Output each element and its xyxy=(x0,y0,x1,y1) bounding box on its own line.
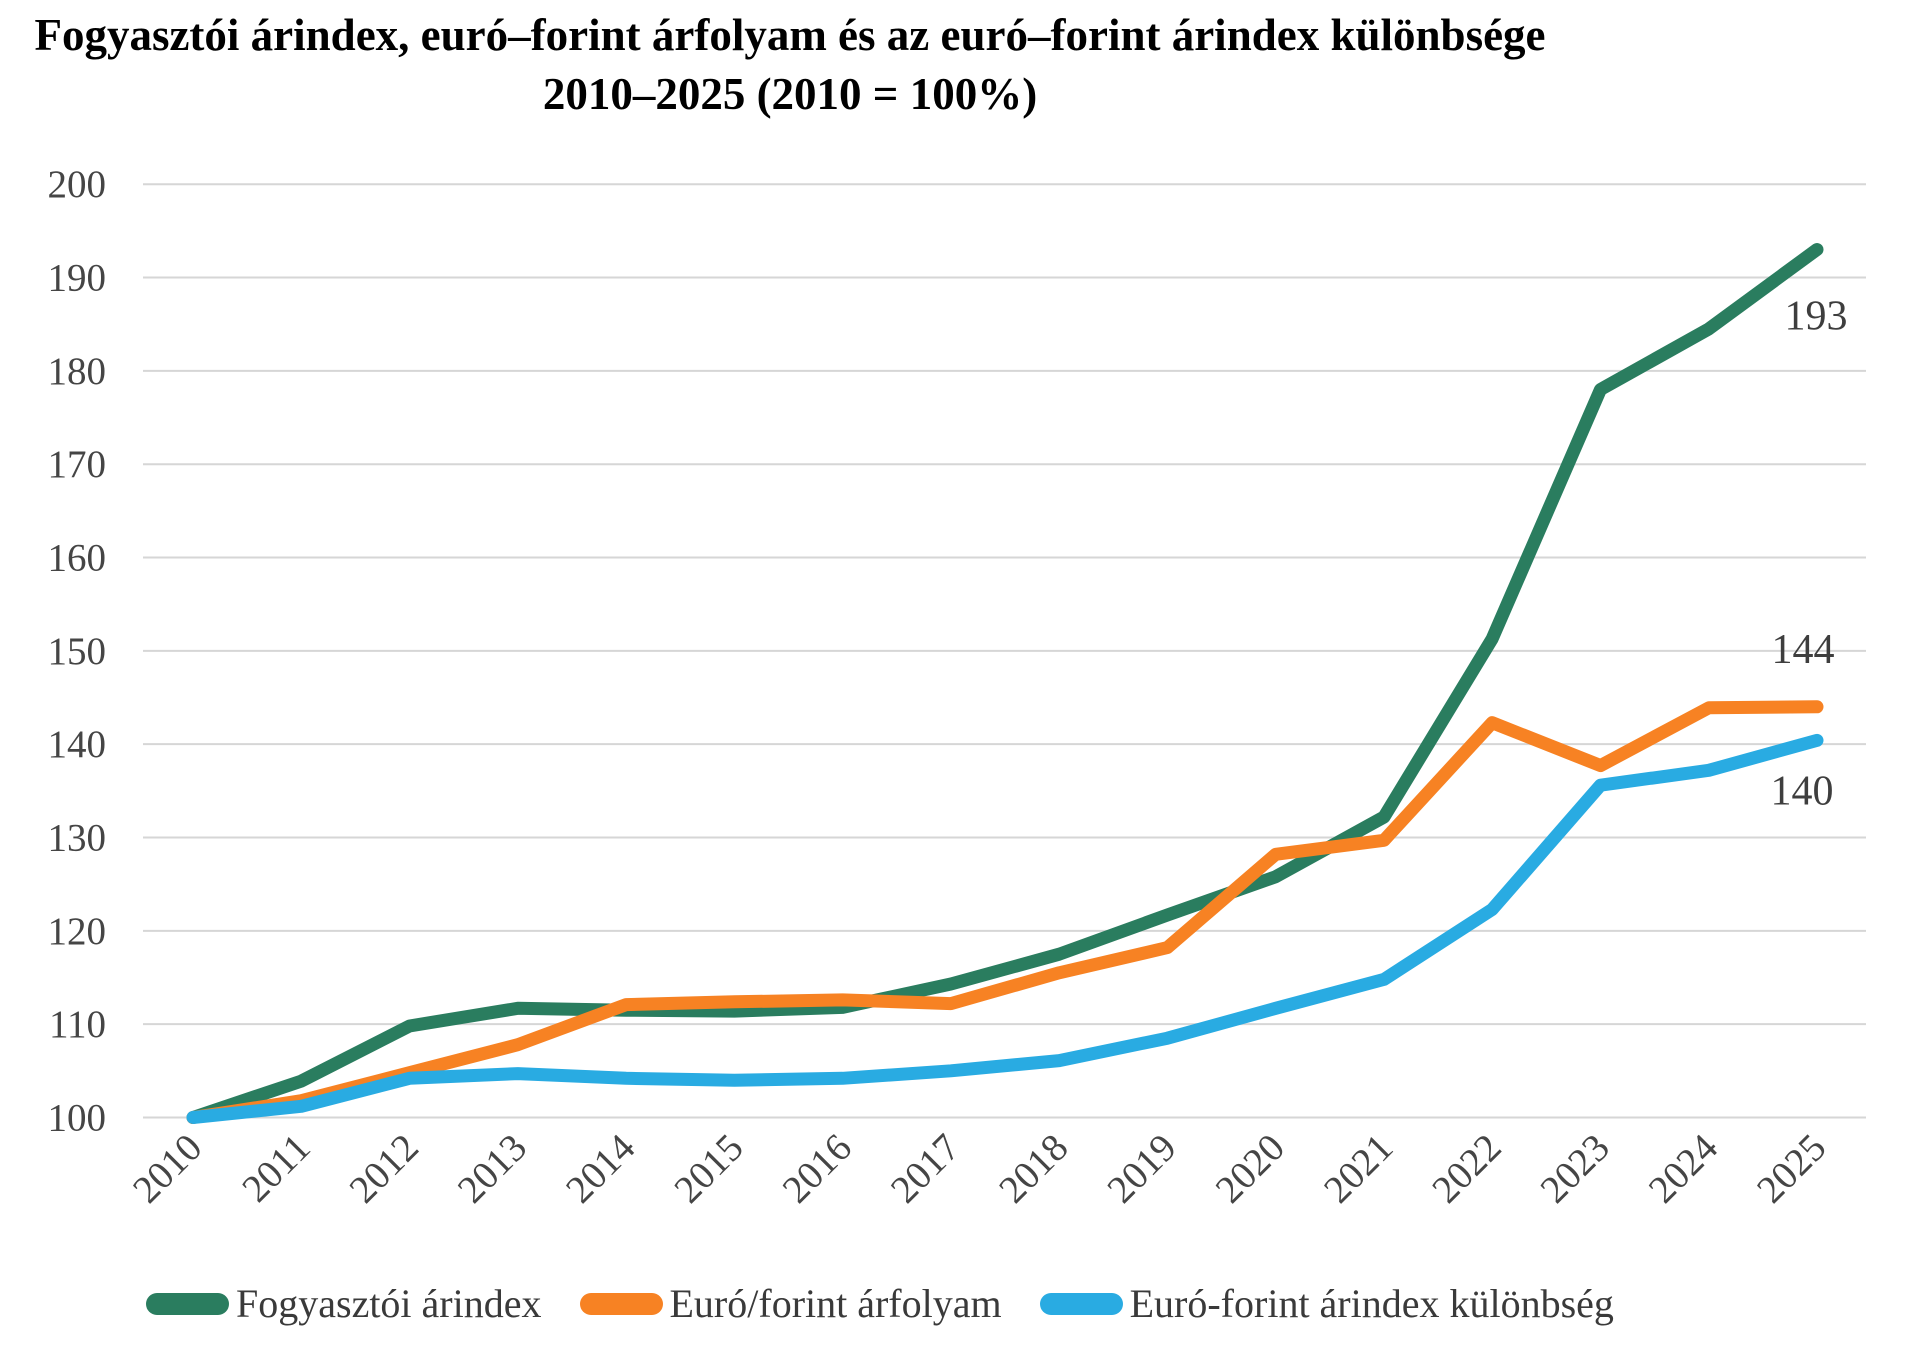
legend: Fogyasztói árindex Euró/forint árfolyam … xyxy=(146,1280,1614,1328)
chart-title-line1: Fogyasztói árindex, euró–forint árfolyam… xyxy=(34,10,1546,60)
x-tick-label-2024: 2024 xyxy=(1641,1126,1727,1212)
legend-swatch-orange xyxy=(579,1293,663,1315)
legend-label: Fogyasztói árindex xyxy=(236,1281,542,1326)
y-tick-label-150: 150 xyxy=(48,630,107,673)
series-line-2 xyxy=(186,733,1824,1124)
y-tick-label-180: 180 xyxy=(48,350,107,393)
series-end-label-0: 193 xyxy=(1785,294,1848,340)
legend-label: Euró-forint árindex különbség xyxy=(1129,1281,1614,1326)
x-tick-label-2011: 2011 xyxy=(234,1126,319,1211)
legend-label: Euró/forint árfolyam xyxy=(669,1281,1002,1326)
y-tick-label-200: 200 xyxy=(48,163,107,206)
chart-title: Fogyasztói árindex, euró–forint árfolyam… xyxy=(0,6,1580,124)
x-tick-label-2016: 2016 xyxy=(774,1126,860,1212)
x-tick-label-2021: 2021 xyxy=(1316,1126,1402,1212)
x-tick-label-2020: 2020 xyxy=(1208,1126,1294,1212)
y-tick-label-170: 170 xyxy=(48,443,107,486)
legend-item-euro-forint-arindex-kulonbseg: Euró-forint árindex különbség xyxy=(1039,1280,1614,1328)
x-tick-label-2012: 2012 xyxy=(341,1126,427,1212)
x-tick-label-2014: 2014 xyxy=(558,1126,644,1212)
x-tick-label-2015: 2015 xyxy=(666,1126,752,1212)
y-tick-label-110: 110 xyxy=(49,1003,106,1046)
legend-item-fogyasztoi-arindex: Fogyasztói árindex xyxy=(146,1280,542,1328)
x-tick-label-2022: 2022 xyxy=(1424,1126,1510,1212)
x-tick-label-2010: 2010 xyxy=(125,1126,211,1212)
series-line-0 xyxy=(186,243,1824,1124)
legend-swatch-blue xyxy=(1039,1293,1123,1315)
y-tick-label-130: 130 xyxy=(48,817,107,860)
chart-title-line2: 2010–2025 (2010 = 100%) xyxy=(542,69,1038,119)
x-tick-label-2019: 2019 xyxy=(1099,1126,1185,1212)
series-line-1 xyxy=(186,700,1824,1124)
y-tick-label-100: 100 xyxy=(48,1097,107,1140)
legend-swatch-green xyxy=(146,1293,229,1315)
x-tick-label-2017: 2017 xyxy=(883,1126,969,1212)
y-tick-label-190: 190 xyxy=(48,257,107,300)
legend-item-euro-forint-arfolyam: Euró/forint árfolyam xyxy=(579,1280,1002,1328)
x-tick-label-2013: 2013 xyxy=(450,1126,536,1212)
x-tick-label-2018: 2018 xyxy=(991,1126,1077,1212)
series-end-label-2: 140 xyxy=(1771,768,1834,814)
y-tick-label-140: 140 xyxy=(48,723,107,766)
x-tick-label-2025: 2025 xyxy=(1749,1126,1835,1212)
x-tick-label-2023: 2023 xyxy=(1532,1126,1618,1212)
y-tick-label-160: 160 xyxy=(48,537,107,580)
y-tick-label-120: 120 xyxy=(48,910,107,953)
series-end-label-1: 144 xyxy=(1772,627,1835,673)
